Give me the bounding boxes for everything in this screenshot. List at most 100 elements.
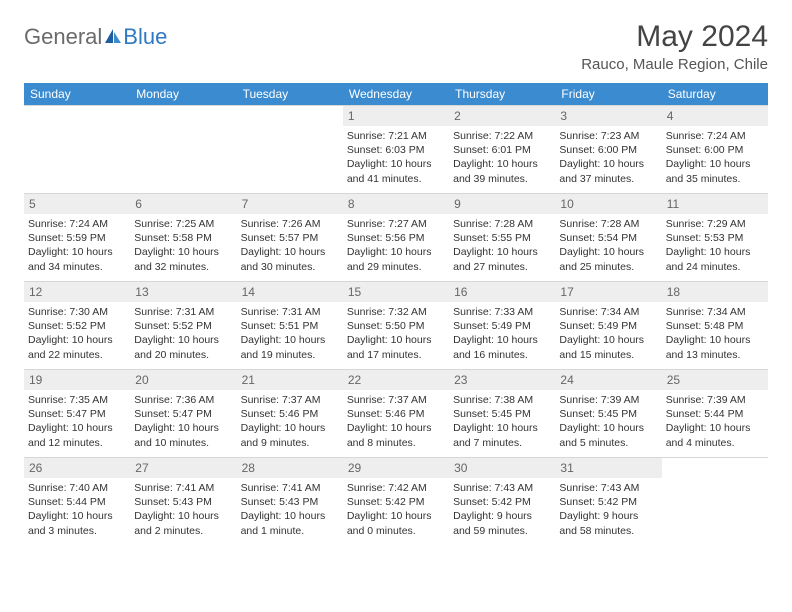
day-info: Sunrise: 7:37 AMSunset: 5:46 PMDaylight:…: [347, 393, 445, 450]
day-number: 3: [555, 106, 661, 126]
day-number: 13: [130, 282, 236, 302]
calendar-day-cell: 23Sunrise: 7:38 AMSunset: 5:45 PMDayligh…: [449, 370, 555, 458]
sunset-line: Sunset: 5:45 PM: [453, 407, 551, 421]
day-number: 8: [343, 194, 449, 214]
day-number: 18: [662, 282, 768, 302]
daylight-line: Daylight: 10 hours and 32 minutes.: [134, 245, 232, 273]
sunset-line: Sunset: 5:53 PM: [666, 231, 764, 245]
day-info: Sunrise: 7:43 AMSunset: 5:42 PMDaylight:…: [559, 481, 657, 538]
day-number: 16: [449, 282, 555, 302]
calendar-day-cell: 27 Sunrise: 7:41 AMSunset: 5:43 PMDayligh…: [130, 458, 236, 546]
day-number: 6: [130, 194, 236, 214]
sunset-line: Sunset: 5:45 PM: [559, 407, 657, 421]
day-number: 19: [24, 370, 130, 390]
sunset-line: Sunset: 5:52 PM: [28, 319, 126, 333]
day-number: 14: [237, 282, 343, 302]
sunset-line: Sunset: 5:52 PM: [134, 319, 232, 333]
daylight-line: Daylight: 10 hours and 27 minutes.: [453, 245, 551, 273]
day-info: Sunrise: 7:33 AMSunset: 5:49 PMDaylight:…: [453, 305, 551, 362]
day-info: Sunrise: 7:31 AMSunset: 5:52 PMDaylight:…: [134, 305, 232, 362]
sunset-line: Sunset: 5:42 PM: [453, 495, 551, 509]
calendar-day-cell: 16 Sunrise: 7:33 AMSunset: 5:49 PMDayligh…: [449, 282, 555, 370]
sunset-line: Sunset: 5:47 PM: [134, 407, 232, 421]
sunset-line: Sunset: 6:00 PM: [559, 143, 657, 157]
sunset-line: Sunset: 5:51 PM: [241, 319, 339, 333]
sunrise-line: Sunrise: 7:41 AM: [241, 481, 339, 495]
day-number: 29: [343, 458, 449, 478]
day-info: Sunrise: 7:28 AMSunset: 5:54 PMDaylight:…: [559, 217, 657, 274]
day-info: Sunrise: 7:21 AMSunset: 6:03 PMDaylight:…: [347, 129, 445, 186]
sunrise-line: Sunrise: 7:31 AM: [241, 305, 339, 319]
sunrise-line: Sunrise: 7:27 AM: [347, 217, 445, 231]
day-number: 22: [343, 370, 449, 390]
sunset-line: Sunset: 5:48 PM: [666, 319, 764, 333]
daylight-line: Daylight: 9 hours and 59 minutes.: [453, 509, 551, 537]
sunrise-line: Sunrise: 7:32 AM: [347, 305, 445, 319]
day-info: Sunrise: 7:29 AMSunset: 5:53 PMDaylight:…: [666, 217, 764, 274]
day-number: 1: [343, 106, 449, 126]
day-info: Sunrise: 7:41 AMSunset: 5:43 PMDaylight:…: [134, 481, 232, 538]
calendar-day-cell: 30Sunrise: 7:43 AMSunset: 5:42 PMDayligh…: [449, 458, 555, 546]
sunrise-line: Sunrise: 7:43 AM: [559, 481, 657, 495]
daylight-line: Daylight: 10 hours and 5 minutes.: [559, 421, 657, 449]
sunrise-line: Sunrise: 7:35 AM: [28, 393, 126, 407]
month-title: May 2024: [581, 20, 768, 54]
calendar-day-cell: 28Sunrise: 7:41 AMSunset: 5:43 PMDayligh…: [237, 458, 343, 546]
day-info: Sunrise: 7:28 AMSunset: 5:55 PMDaylight:…: [453, 217, 551, 274]
sunrise-line: Sunrise: 7:22 AM: [453, 129, 551, 143]
weekday-header: Saturday: [662, 83, 768, 106]
sunset-line: Sunset: 5:50 PM: [347, 319, 445, 333]
daylight-line: Daylight: 10 hours and 8 minutes.: [347, 421, 445, 449]
day-info: Sunrise: 7:24 AMSunset: 6:00 PMDaylight:…: [666, 129, 764, 186]
day-info: Sunrise: 7:35 AMSunset: 5:47 PMDaylight:…: [28, 393, 126, 450]
calendar-day-cell: 18Sunrise: 7:34 AMSunset: 5:48 PMDayligh…: [662, 282, 768, 370]
calendar-day-cell: 6Sunrise: 7:25 AMSunset: 5:58 PMDaylight…: [130, 194, 236, 282]
sunrise-line: Sunrise: 7:21 AM: [347, 129, 445, 143]
calendar-day-cell: 24Sunrise: 7:39 AMSunset: 5:45 PMDayligh…: [555, 370, 661, 458]
daylight-line: Daylight: 10 hours and 39 minutes.: [453, 157, 551, 185]
day-info: Sunrise: 7:36 AMSunset: 5:47 PMDaylight:…: [134, 393, 232, 450]
sunrise-line: Sunrise: 7:38 AM: [453, 393, 551, 407]
weekday-header-row: Sunday Monday Tuesday Wednesday Thursday…: [24, 83, 768, 106]
day-number: 9: [449, 194, 555, 214]
day-number: 7: [237, 194, 343, 214]
location-subtitle: Rauco, Maule Region, Chile: [581, 56, 768, 73]
day-info: Sunrise: 7:38 AMSunset: 5:45 PMDaylight:…: [453, 393, 551, 450]
calendar-week-row: 19Sunrise: 7:35 AMSunset: 5:47 PMDayligh…: [24, 370, 768, 458]
calendar-week-row: 12Sunrise: 7:30 AMSunset: 5:52 PMDayligh…: [24, 282, 768, 370]
daylight-line: Daylight: 10 hours and 41 minutes.: [347, 157, 445, 185]
calendar-day-cell: 8Sunrise: 7:27 AMSunset: 5:56 PMDaylight…: [343, 194, 449, 282]
calendar-day-cell: [24, 106, 130, 194]
day-info: Sunrise: 7:23 AMSunset: 6:00 PMDaylight:…: [559, 129, 657, 186]
sunrise-line: Sunrise: 7:40 AM: [28, 481, 126, 495]
sunrise-line: Sunrise: 7:29 AM: [666, 217, 764, 231]
calendar-day-cell: 17Sunrise: 7:34 AMSunset: 5:49 PMDayligh…: [555, 282, 661, 370]
calendar-day-cell: 3 Sunrise: 7:23 AMSunset: 6:00 PMDaylight…: [555, 106, 661, 194]
brand-part2: Blue: [123, 24, 167, 50]
day-info: Sunrise: 7:22 AMSunset: 6:01 PMDaylight:…: [453, 129, 551, 186]
sunset-line: Sunset: 5:59 PM: [28, 231, 126, 245]
sunrise-line: Sunrise: 7:37 AM: [347, 393, 445, 407]
sunset-line: Sunset: 5:54 PM: [559, 231, 657, 245]
day-number: 4: [662, 106, 768, 126]
sunset-line: Sunset: 5:47 PM: [28, 407, 126, 421]
calendar-day-cell: 11Sunrise: 7:29 AMSunset: 5:53 PMDayligh…: [662, 194, 768, 282]
weekday-header: Wednesday: [343, 83, 449, 106]
weekday-header: Thursday: [449, 83, 555, 106]
calendar-day-cell: 21Sunrise: 7:37 AMSunset: 5:46 PMDayligh…: [237, 370, 343, 458]
daylight-line: Daylight: 10 hours and 37 minutes.: [559, 157, 657, 185]
daylight-line: Daylight: 10 hours and 30 minutes.: [241, 245, 339, 273]
calendar-week-row: 1 Sunrise: 7:21 AMSunset: 6:03 PMDaylight…: [24, 106, 768, 194]
sunset-line: Sunset: 5:43 PM: [241, 495, 339, 509]
weekday-header: Friday: [555, 83, 661, 106]
sunset-line: Sunset: 5:58 PM: [134, 231, 232, 245]
daylight-line: Daylight: 10 hours and 15 minutes.: [559, 333, 657, 361]
day-info: Sunrise: 7:30 AMSunset: 5:52 PMDaylight:…: [28, 305, 126, 362]
day-number: 27: [130, 458, 236, 478]
daylight-line: Daylight: 10 hours and 34 minutes.: [28, 245, 126, 273]
daylight-line: Daylight: 10 hours and 10 minutes.: [134, 421, 232, 449]
sunset-line: Sunset: 5:46 PM: [347, 407, 445, 421]
day-number: 24: [555, 370, 661, 390]
sunrise-line: Sunrise: 7:31 AM: [134, 305, 232, 319]
daylight-line: Daylight: 10 hours and 13 minutes.: [666, 333, 764, 361]
